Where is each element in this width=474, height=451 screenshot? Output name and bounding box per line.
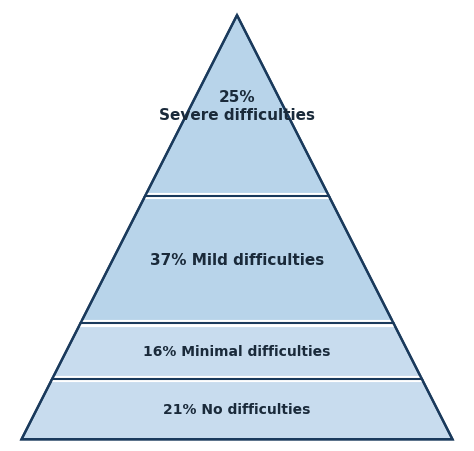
Text: 21% No difficulties: 21% No difficulties [164,402,310,416]
Polygon shape [81,197,393,323]
Text: 25%
Severe difficulties: 25% Severe difficulties [159,90,315,123]
Text: 16% Minimal difficulties: 16% Minimal difficulties [143,345,331,359]
Text: 37% Mild difficulties: 37% Mild difficulties [150,253,324,267]
Polygon shape [52,323,422,379]
Polygon shape [21,379,453,439]
Polygon shape [145,16,329,197]
